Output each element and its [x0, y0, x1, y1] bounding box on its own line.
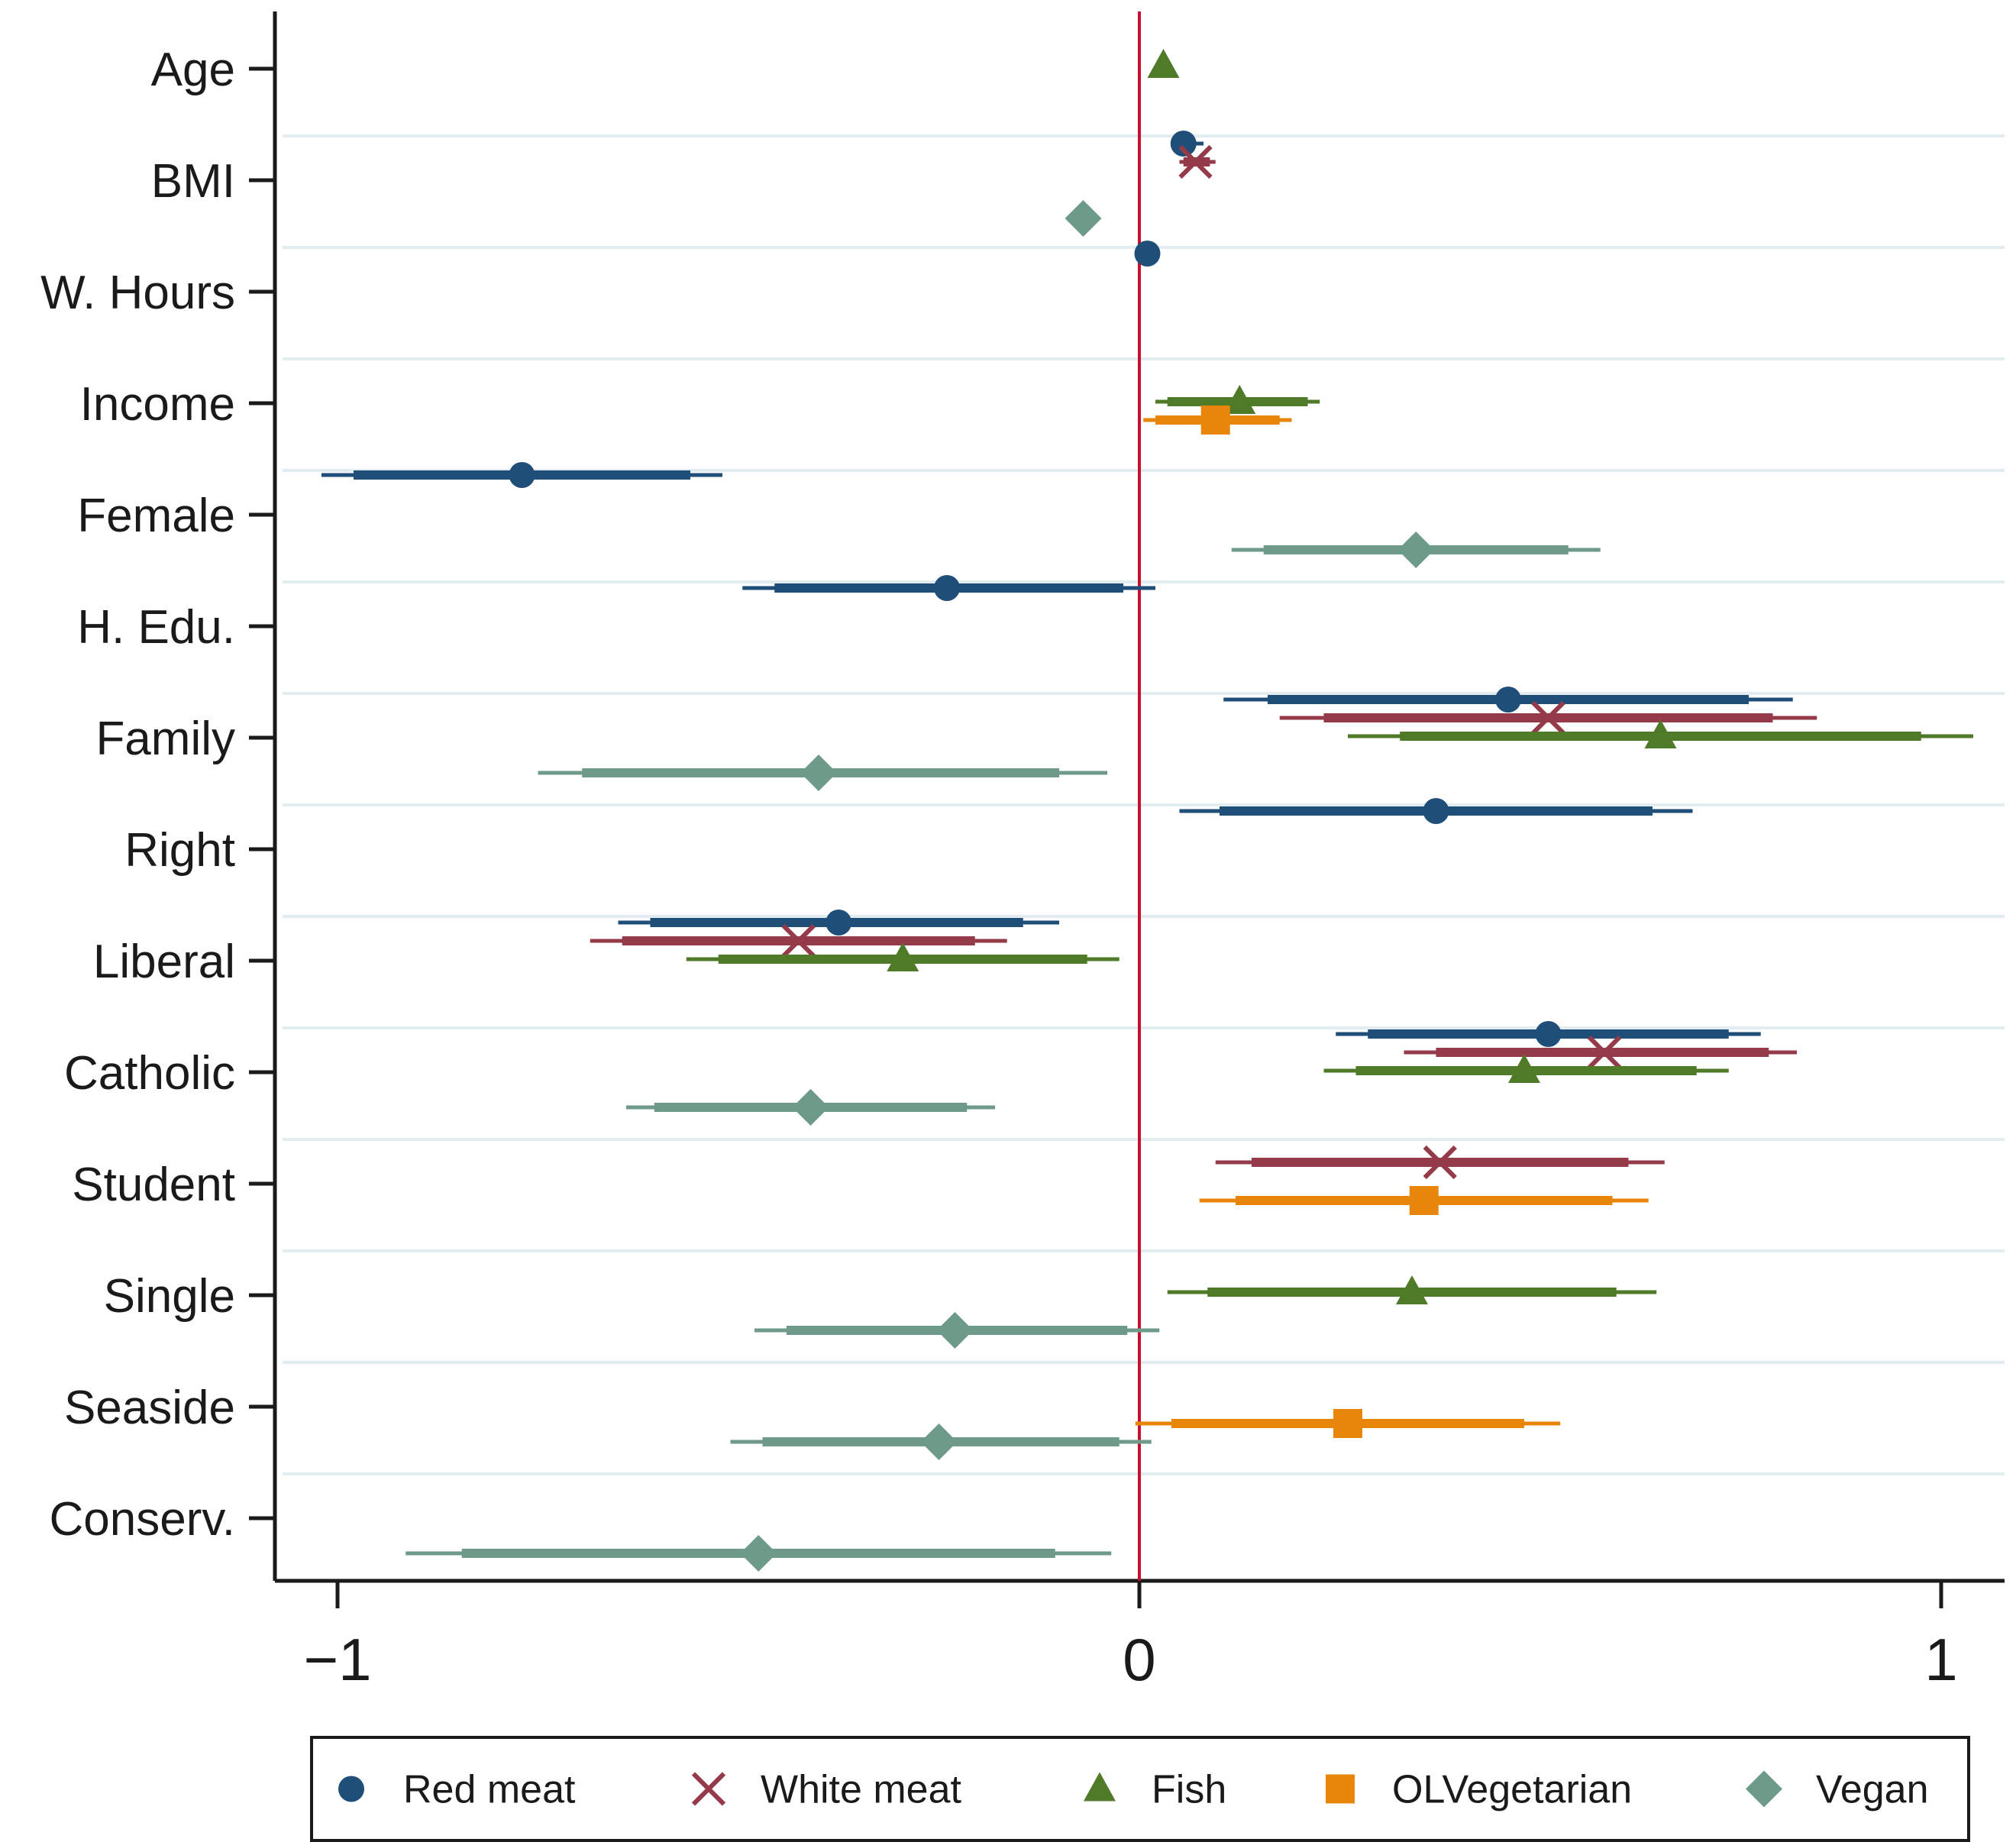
category-label-income: Income	[80, 378, 235, 431]
series-white-meat-bmi-marker	[1178, 144, 1213, 179]
legend-marker-white-meat	[691, 1772, 726, 1806]
series-olvegetarian	[1135, 406, 1649, 1438]
category-label-student: Student	[72, 1159, 235, 1211]
series-vegan-conserv-marker	[740, 1535, 777, 1572]
series-fish-catholic-marker	[1508, 1054, 1540, 1083]
series-vegan-family-marker	[800, 755, 837, 791]
category-label-right: Right	[124, 824, 235, 877]
series-vegan-seaside-marker	[920, 1424, 958, 1460]
category-labels: Age BMI W. Hours Income Female H. Edu. Family R…	[40, 44, 235, 1546]
category-label-single: Single	[104, 1270, 235, 1323]
legend-marker-fish	[1084, 1772, 1116, 1802]
series-red-meat-family-marker	[1495, 687, 1521, 713]
series-red-meat-bmi-marker	[1170, 131, 1197, 157]
series-fish-single-marker	[1396, 1275, 1428, 1304]
x-tick-label-1: 0	[1123, 1626, 1155, 1693]
series-white-meat-family-marker-stroke-b	[1531, 700, 1565, 735]
series-vegan-single-marker	[936, 1312, 974, 1349]
series-fish-family-marker	[1644, 719, 1677, 748]
category-label-bmi: BMI	[151, 155, 235, 208]
category-label-catholic: Catholic	[64, 1047, 235, 1100]
category-label-w-hours: W. Hours	[40, 267, 235, 319]
series-fish-age-marker	[1147, 49, 1180, 78]
legend-marker-white-meat-stroke-b	[691, 1772, 726, 1806]
x-tick-label-2: 1	[1924, 1626, 1957, 1693]
series-red-meat-liberal-marker	[825, 910, 852, 936]
series-white-meat-catholic-marker-stroke-b	[1587, 1035, 1622, 1070]
category-label-family: Family	[95, 713, 235, 765]
legend-label-white-meat: White meat	[761, 1768, 962, 1812]
legend-box	[310, 1736, 1970, 1842]
category-label-h-edu: H. Edu.	[77, 601, 235, 654]
category-label-seaside: Seaside	[64, 1382, 235, 1434]
legend-label-vegan: Vegan	[1816, 1768, 1929, 1812]
series-white-meat-catholic-marker	[1587, 1035, 1622, 1070]
axes: −1 0 1	[249, 11, 2005, 1693]
series-white-meat-bmi-marker-stroke-b	[1178, 144, 1213, 179]
legend-label-olvegetarian: OLVegetarian	[1392, 1768, 1632, 1812]
series-vegan-bmi-marker	[1065, 200, 1102, 237]
series-white-meat-student-marker	[1423, 1145, 1457, 1180]
legend: Red meat White meat Fish OLVegetarian Vegan	[310, 1736, 1970, 1842]
series-fish-income-marker	[1223, 385, 1256, 414]
series-fish-liberal-marker	[887, 942, 919, 971]
series-red-meat-female-marker	[509, 462, 535, 488]
x-tick-label-0: −1	[304, 1626, 372, 1693]
series-red-meat	[321, 131, 1793, 1047]
series-olvegetarian-income-marker	[1200, 406, 1230, 435]
series-white-meat-family-marker	[1531, 700, 1565, 735]
series-white-meat-liberal-marker	[781, 923, 816, 958]
category-label-conserv: Conserv.	[50, 1493, 236, 1546]
series-vegan-female-marker	[1397, 532, 1435, 568]
series-white-meat-liberal-marker-stroke-b	[781, 923, 816, 958]
series-red-meat-right-marker	[1423, 798, 1449, 824]
series-vegan-catholic-marker	[792, 1089, 829, 1126]
legend-label-fish: Fish	[1152, 1768, 1226, 1812]
series-vegan	[405, 200, 1601, 1572]
legend-marker-vegan	[1746, 1770, 1782, 1808]
series-red-meat-catholic-marker	[1535, 1021, 1562, 1047]
legend-marker-red-meat	[338, 1776, 364, 1802]
category-label-age: Age	[151, 44, 235, 96]
series-red-meat-h-edu-marker	[934, 575, 960, 601]
series-white-meat-student-marker-stroke-b	[1423, 1145, 1457, 1180]
series-white-meat	[590, 144, 1817, 1180]
series-olvegetarian-student-marker	[1409, 1186, 1439, 1215]
category-label-liberal: Liberal	[93, 936, 235, 988]
series-red-meat-w-hours-marker	[1134, 241, 1161, 267]
series-olvegetarian-seaside-marker	[1333, 1409, 1362, 1438]
category-label-female: Female	[77, 490, 235, 542]
series-fish	[686, 49, 1973, 1304]
grid-lines	[283, 134, 2005, 1475]
legend-marker-olvegetarian	[1326, 1774, 1355, 1804]
legend-label-red-meat: Red meat	[403, 1768, 576, 1812]
data-points	[321, 49, 1973, 1572]
